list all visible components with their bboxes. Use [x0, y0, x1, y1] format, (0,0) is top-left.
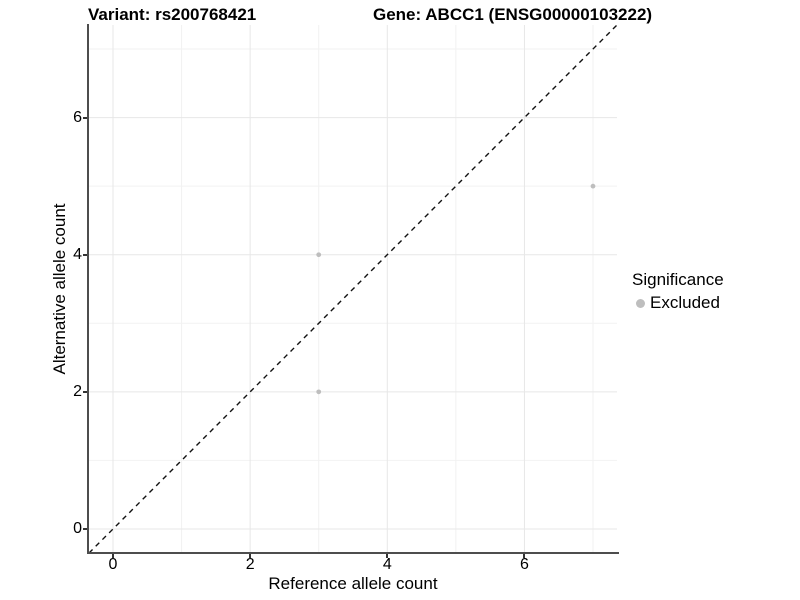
data-point: [590, 183, 596, 189]
legend-point-icon: [636, 298, 645, 308]
data-point: [316, 389, 322, 395]
y-tick-label: 2: [73, 382, 82, 400]
x-tick-label: 2: [245, 556, 255, 573]
y-tick-mark: [83, 253, 87, 256]
x-tick-mark: [523, 554, 526, 558]
x-tick-mark: [386, 554, 389, 558]
legend: Significance Excluded: [630, 270, 724, 313]
x-tick-label: 6: [519, 556, 529, 573]
scatter-canvas: [88, 24, 618, 554]
legend-items: Excluded: [630, 293, 724, 313]
x-tick-label: 4: [382, 556, 392, 573]
y-tick-label: 0: [73, 520, 82, 537]
x-axis-title: Reference allele count: [268, 574, 438, 593]
plot-title-variant: Variant: rs200768421: [88, 5, 257, 24]
data-point: [316, 252, 322, 258]
plot-panel: [88, 24, 618, 554]
legend-item-label: Excluded: [650, 293, 720, 312]
plot-title-gene: Gene: ABCC1 (ENSG00000103222): [373, 5, 653, 24]
legend-title: Significance: [632, 270, 724, 289]
x-tick-mark: [249, 554, 252, 558]
y-tick-label: 6: [73, 108, 82, 126]
y-tick-mark: [83, 390, 87, 393]
y-axis-line: [87, 24, 89, 554]
y-tick-mark: [83, 116, 87, 119]
x-tick-label: 0: [108, 556, 118, 573]
legend-item: Excluded: [630, 293, 724, 313]
identity-reference-line: [88, 24, 618, 554]
y-tick-label: 4: [73, 245, 82, 263]
x-axis-line: [87, 552, 619, 554]
y-axis-title: Alternative allele count: [50, 203, 69, 375]
y-tick-mark: [83, 528, 87, 530]
x-tick-mark: [112, 554, 114, 558]
